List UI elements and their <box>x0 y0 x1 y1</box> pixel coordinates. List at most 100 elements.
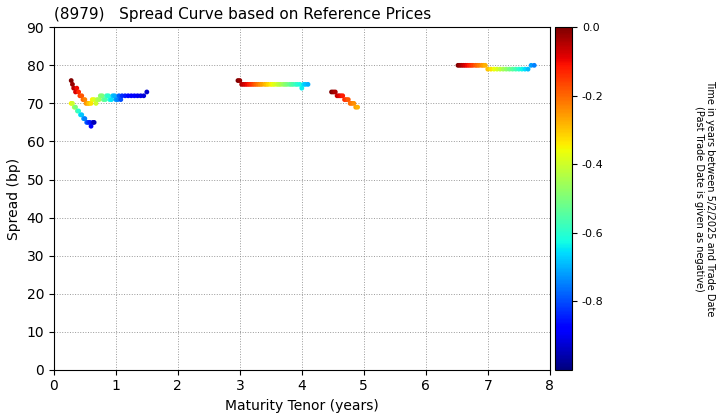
Point <box>472 62 483 69</box>
Point <box>344 100 356 107</box>
Point <box>300 81 311 88</box>
Point <box>66 77 77 84</box>
Point <box>459 62 471 69</box>
Text: (8979)   Spread Curve based on Reference Prices: (8979) Spread Curve based on Reference P… <box>54 7 431 22</box>
Point <box>73 108 84 114</box>
Point <box>452 62 464 69</box>
Point <box>333 92 345 99</box>
Point <box>68 85 79 92</box>
Point <box>73 89 84 95</box>
Point <box>79 96 91 103</box>
Point <box>135 92 146 99</box>
Point <box>454 62 466 69</box>
Point <box>106 96 117 103</box>
Point <box>234 77 246 84</box>
Point <box>96 92 108 99</box>
Point <box>456 62 467 69</box>
Point <box>465 62 477 69</box>
Point <box>476 62 487 69</box>
Point <box>79 115 91 122</box>
Point <box>132 92 143 99</box>
Point <box>279 81 291 88</box>
Point <box>507 66 518 73</box>
Point <box>253 81 264 88</box>
Point <box>72 108 84 114</box>
Point <box>99 96 111 103</box>
Point <box>290 81 302 88</box>
Point <box>495 66 506 73</box>
Point <box>482 66 493 73</box>
Y-axis label: Spread (bp): Spread (bp) <box>7 158 21 239</box>
Point <box>249 81 261 88</box>
Point <box>485 66 497 73</box>
Point <box>491 66 503 73</box>
Point <box>251 81 262 88</box>
Point <box>339 96 351 103</box>
Point <box>94 92 106 99</box>
Point <box>75 111 86 118</box>
X-axis label: Maturity Tenor (years): Maturity Tenor (years) <box>225 399 379 413</box>
Point <box>66 100 77 107</box>
Point <box>462 62 473 69</box>
Point <box>265 81 276 88</box>
Point <box>328 89 339 95</box>
Point <box>350 104 361 110</box>
Point <box>77 96 89 103</box>
Point <box>129 92 140 99</box>
Point <box>510 66 521 73</box>
Point <box>76 92 88 99</box>
Point <box>241 81 253 88</box>
Point <box>480 62 491 69</box>
Point <box>107 92 119 99</box>
Point <box>330 89 341 95</box>
Point <box>87 119 99 126</box>
Point <box>292 81 303 88</box>
Point <box>94 96 105 103</box>
Point <box>240 81 251 88</box>
Point <box>467 62 479 69</box>
Point <box>275 81 287 88</box>
Point <box>267 81 279 88</box>
Point <box>458 62 469 69</box>
Point <box>464 62 475 69</box>
Point <box>352 104 364 110</box>
Y-axis label: Time in years between 5/2/2025 and Trade Date
(Past Trade Date is given as negat: Time in years between 5/2/2025 and Trade… <box>694 80 716 317</box>
Point <box>513 66 525 73</box>
Point <box>115 96 127 103</box>
Point <box>343 96 354 103</box>
Point <box>141 89 153 95</box>
Point <box>82 100 94 107</box>
Point <box>110 96 122 103</box>
Point <box>473 62 485 69</box>
Point <box>488 66 500 73</box>
Point <box>246 81 257 88</box>
Point <box>504 66 516 73</box>
Point <box>125 92 137 99</box>
Point <box>89 96 100 103</box>
Point <box>238 81 249 88</box>
Point <box>71 85 83 92</box>
Point <box>348 100 359 107</box>
Point <box>528 62 540 69</box>
Point <box>90 100 102 107</box>
Point <box>74 92 86 99</box>
Point <box>282 81 293 88</box>
Point <box>67 100 78 107</box>
Point <box>104 96 115 103</box>
Point <box>89 119 100 126</box>
Point <box>331 92 343 99</box>
Point <box>236 81 248 88</box>
Point <box>109 92 120 99</box>
Point <box>91 96 103 103</box>
Point <box>256 81 268 88</box>
Point <box>85 100 96 107</box>
Point <box>271 81 283 88</box>
Point <box>103 92 114 99</box>
Point <box>346 100 358 107</box>
Point <box>477 62 489 69</box>
Point <box>519 66 531 73</box>
Point <box>112 96 123 103</box>
Point <box>85 123 96 130</box>
Point <box>516 66 528 73</box>
Point <box>341 96 352 103</box>
